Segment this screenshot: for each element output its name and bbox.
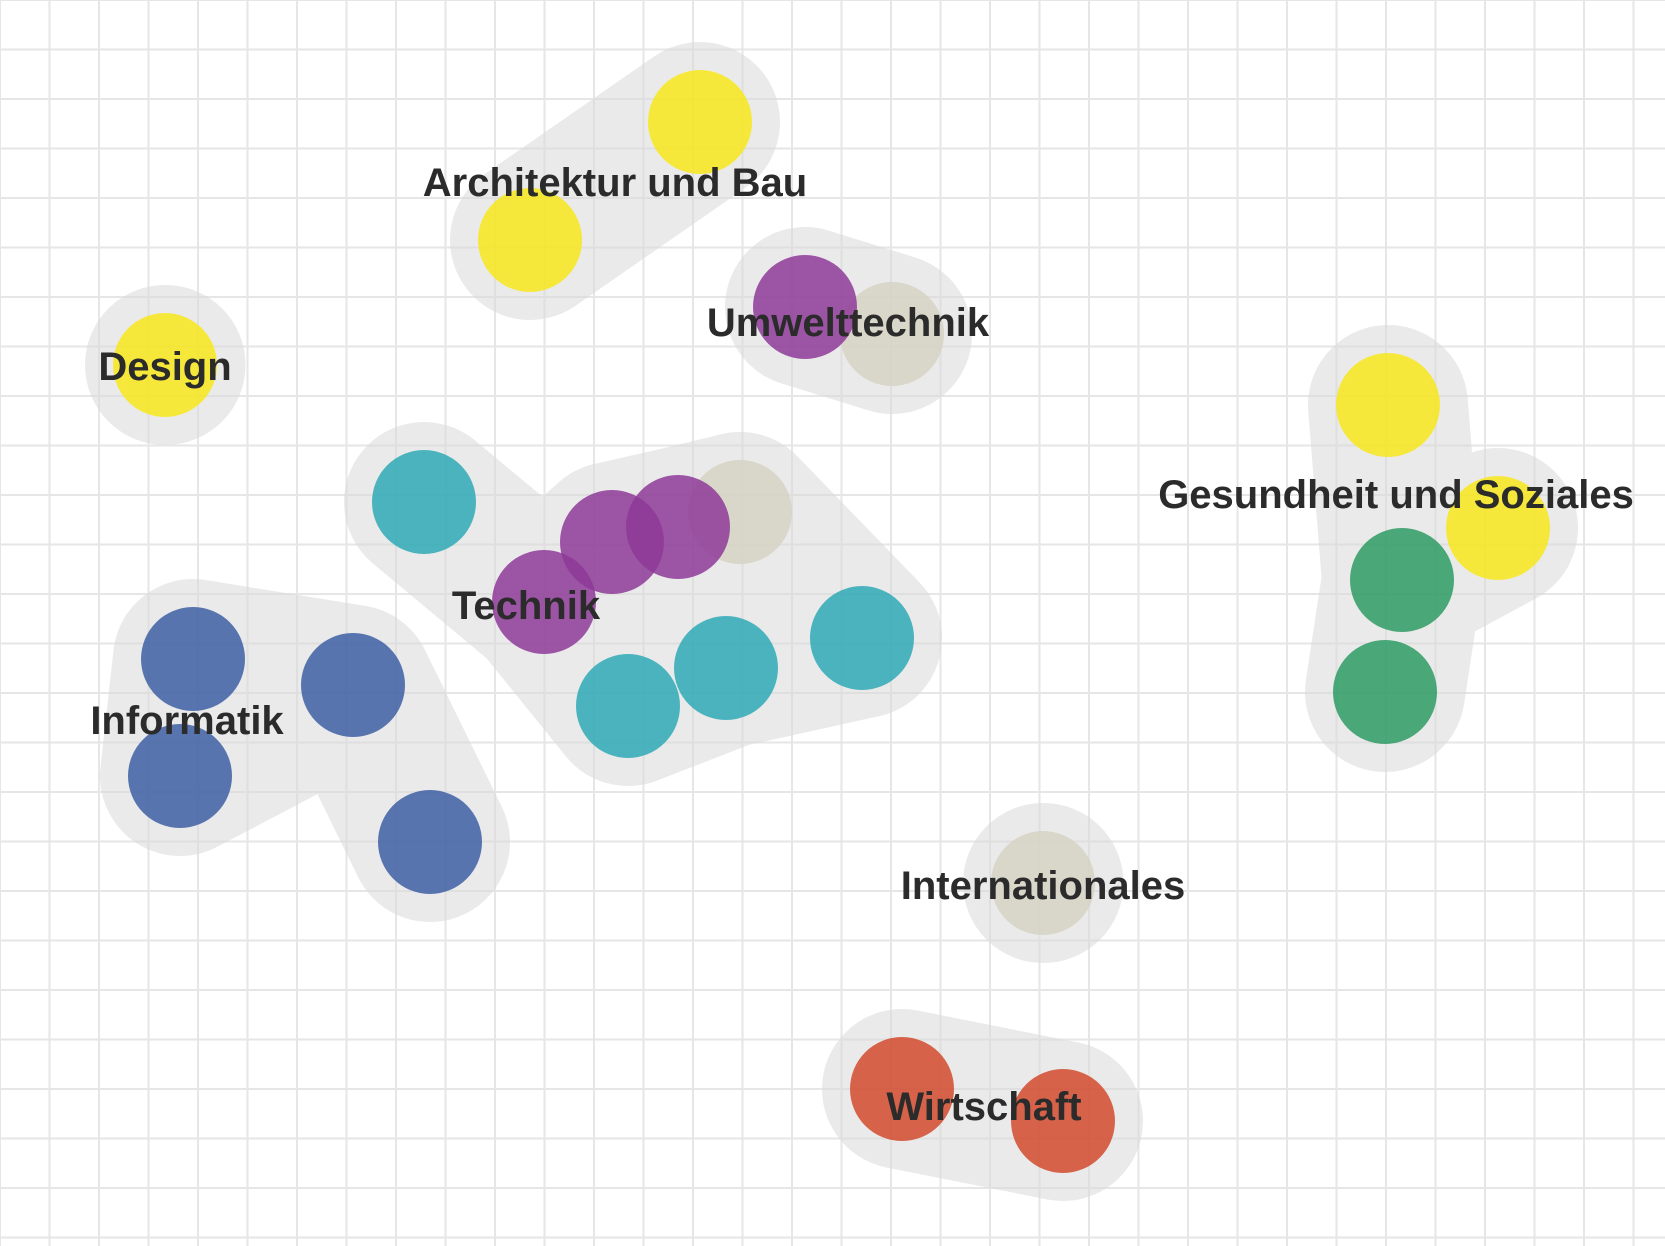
cluster-label: Architektur und Bau	[423, 161, 807, 205]
node[interactable]	[492, 550, 596, 654]
node[interactable]	[1446, 476, 1550, 580]
cluster-design[interactable]: Design	[85, 285, 246, 445]
cluster-label: Design	[98, 345, 231, 389]
node[interactable]	[372, 450, 476, 554]
cluster-wirtschaft[interactable]: Wirtschaft	[822, 1009, 1143, 1201]
cluster-label: Umwelttechnik	[707, 301, 990, 345]
cluster-technik[interactable]: Technik	[344, 422, 942, 786]
cluster-label: Technik	[452, 584, 601, 628]
node[interactable]	[753, 255, 857, 359]
cluster-gesundheit[interactable]: Gesundheit und Soziales	[1158, 325, 1634, 772]
node[interactable]	[478, 188, 582, 292]
node[interactable]	[991, 831, 1095, 935]
cluster-label: Wirtschaft	[886, 1085, 1081, 1129]
cluster-architektur[interactable]: Architektur und Bau	[423, 42, 807, 320]
node[interactable]	[378, 790, 482, 894]
cluster-label: Internationales	[901, 864, 1186, 908]
node[interactable]	[1011, 1069, 1115, 1173]
node[interactable]	[141, 607, 245, 711]
cluster-informatik[interactable]: Informatik	[90, 579, 510, 922]
node[interactable]	[850, 1037, 954, 1141]
node[interactable]	[301, 633, 405, 737]
node[interactable]	[1336, 353, 1440, 457]
node[interactable]	[1350, 528, 1454, 632]
cluster-label: Gesundheit und Soziales	[1158, 473, 1634, 517]
node[interactable]	[648, 70, 752, 174]
node[interactable]	[128, 724, 232, 828]
node[interactable]	[626, 475, 730, 579]
node[interactable]	[840, 282, 944, 386]
node[interactable]	[674, 616, 778, 720]
node[interactable]	[576, 654, 680, 758]
cluster-internationales[interactable]: Internationales	[901, 803, 1186, 963]
cluster-label: Informatik	[90, 699, 284, 743]
cluster-umwelttechnik[interactable]: Umwelttechnik	[707, 227, 990, 414]
node[interactable]	[1333, 640, 1437, 744]
node[interactable]	[113, 313, 217, 417]
node[interactable]	[810, 586, 914, 690]
